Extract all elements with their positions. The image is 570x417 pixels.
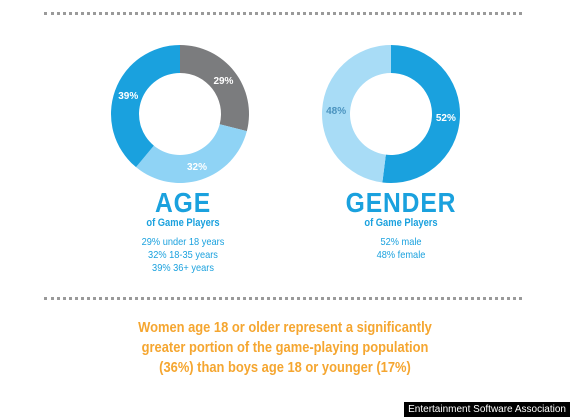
- callout-line-2: greater portion of the game-playing popu…: [141, 339, 429, 356]
- age-stat-18-35: 32% 18-35 years: [148, 249, 218, 261]
- age-text-block: AGE of Game Players 29% under 18 years 3…: [108, 189, 258, 275]
- dotted-divider-middle: [44, 297, 522, 300]
- age-stat-list: 29% under 18 years 32% 18-35 years 39% 3…: [108, 236, 258, 275]
- age-slice-1: [136, 124, 247, 184]
- gender-stat-list: 52% male 48% female: [326, 236, 476, 262]
- callout-line-3: (36%) than boys age 18 or younger (17%): [159, 359, 411, 376]
- age-stat-under-18: 29% under 18 years: [141, 236, 225, 248]
- age-subtitle: of Game Players: [146, 217, 220, 229]
- gender-subtitle: of Game Players: [364, 217, 438, 229]
- dotted-divider-top: [44, 12, 522, 15]
- gender-text-block: GENDER of Game Players 52% male 48% fema…: [326, 189, 476, 262]
- age-slice-label-2: 39%: [118, 91, 138, 102]
- age-slice-label-1: 32%: [187, 162, 207, 173]
- gender-slice-label-1: 48%: [326, 106, 346, 117]
- age-stat-36-plus: 39% 36+ years: [152, 262, 214, 274]
- age-donut-chart: 29% 32% 39%: [110, 45, 249, 184]
- women-players-callout: Women age 18 or older represent a signif…: [100, 318, 470, 378]
- source-credit: Entertainment Software Association: [404, 402, 570, 417]
- gender-title: GENDER: [345, 187, 457, 218]
- gender-donut-chart: 52% 48%: [321, 45, 460, 183]
- gender-stat-female: 48% female: [376, 249, 426, 261]
- gender-slice-0: [382, 45, 460, 183]
- age-slice-2: [110, 45, 180, 168]
- age-slice-0: [180, 45, 249, 132]
- age-slice-label-0: 29%: [213, 76, 233, 87]
- gender-slice-1: [321, 45, 391, 183]
- gender-slice-label-0: 52%: [436, 113, 456, 124]
- gender-stat-male: 52% male: [380, 236, 422, 248]
- callout-line-1: Women age 18 or older represent a signif…: [138, 319, 432, 336]
- age-title: AGE: [154, 187, 212, 218]
